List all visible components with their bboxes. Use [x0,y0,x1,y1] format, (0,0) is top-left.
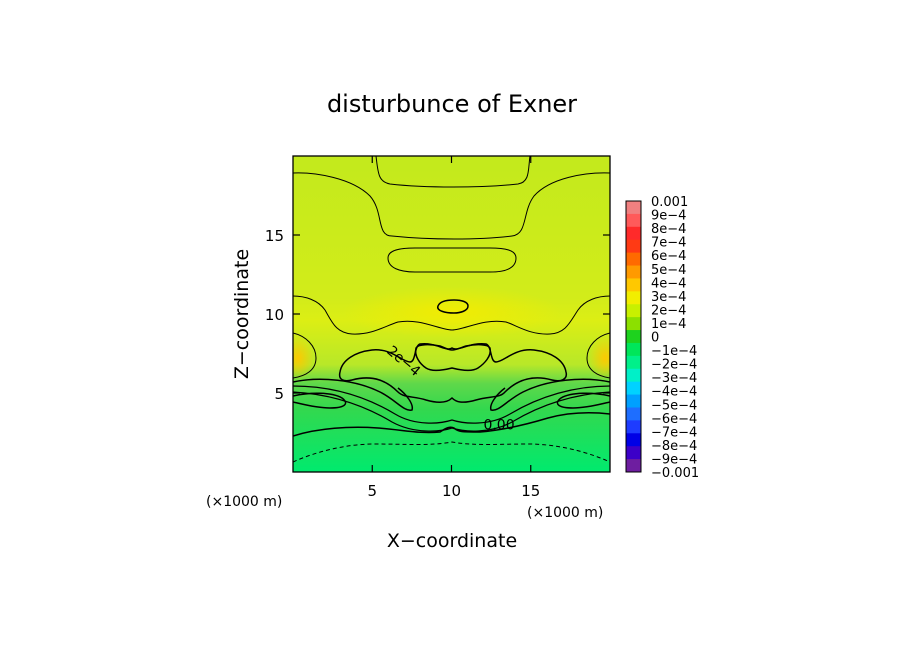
contour-line [293,332,317,379]
contour-line [437,299,469,314]
colorbar-swatch [626,459,641,473]
colorbar-label: −7e−4 [651,425,697,440]
warm-region-center [342,286,562,338]
x-unit-label: (×1000 m) [527,505,603,521]
colorbar-label: 4e−4 [651,276,686,291]
colorbar-swatch [626,304,641,318]
colorbar-swatch [626,394,641,408]
z-unit-label: (×1000 m) [206,494,282,510]
colorbar-swatch [626,342,641,357]
colorbar-label: −5e−4 [651,398,697,413]
chart-title: disturbunce of Exner [327,90,577,118]
colorbar-label: −1e−4 [651,344,697,359]
colorbar-label: −0.001 [651,466,699,481]
contour-label: 0.00 [483,417,514,433]
colorbar-label: 5e−4 [651,263,686,278]
y-axis-label: Z−coordinate [231,249,253,379]
colorbar-label: −9e−4 [651,452,697,467]
colorbar-swatch [626,278,641,292]
colorbar-label: −4e−4 [651,385,697,400]
contour-line [293,392,347,409]
colorbar-swatch [626,446,641,460]
colorbar-swatch [626,239,641,254]
colorbar-swatch [626,330,641,344]
x-axis-label: X−coordinate [387,530,517,552]
colorbar-label: 8e−4 [651,222,686,237]
colorbar-swatch [626,213,641,228]
y-axis-ticks: 5 10 15 [265,227,610,403]
y-tick-label: 5 [274,385,284,403]
colorbar-swatch [626,252,641,267]
colorbar: 0.0019e−48e−47e−46e−45e−44e−43e−42e−41e−… [625,195,699,481]
contour-line [293,412,610,437]
contour-line [556,392,610,409]
contour-line [375,156,531,188]
contour-line [293,172,610,240]
colorbar-label: 0.001 [651,195,688,210]
contour-line [489,378,610,411]
plot-area: 2e−40.00 [293,156,610,472]
warm-region-left [293,336,314,380]
colorbar-frame [625,200,642,473]
colorbar-swatch [626,317,641,331]
x-tick-label: 15 [521,482,540,500]
colorbar-label: −3e−4 [651,371,697,386]
colorbar-label: 3e−4 [651,290,686,305]
x-axis-ticks: 5 10 15 [367,156,540,500]
colorbar-label: 6e−4 [651,249,686,264]
contour-line [387,247,517,273]
colorbar-label: 2e−4 [651,303,686,318]
colorbar-swatch [626,226,641,241]
colorbar-swatch [626,381,641,396]
colorbar-swatch [626,265,641,279]
contour-line [414,343,492,372]
contour-line [293,295,610,335]
colorbar-label: 0 [651,331,659,346]
y-tick-label: 10 [265,306,284,324]
contour-line [586,332,610,379]
warm-region-right [589,336,610,380]
colorbar-swatch [626,355,641,370]
colorbar-label: −6e−4 [651,412,697,427]
colorbar-swatch [626,291,641,305]
y-tick-label: 15 [265,227,284,245]
x-tick-label: 10 [442,482,461,500]
colorbar-label: 7e−4 [651,236,686,251]
contour-lines [293,156,610,463]
colorbar-swatch [626,368,641,383]
colorbar-label: −2e−4 [651,358,697,373]
colorbar-swatch [626,433,641,447]
colorbar-swatch [626,201,641,215]
colorbar-label: 1e−4 [651,317,686,332]
colorbar-label: 9e−4 [651,209,686,224]
x-tick-label: 5 [367,482,377,500]
contour-line [293,378,414,411]
colorbar-label: −8e−4 [651,439,697,454]
contour-line [293,441,610,463]
contour-line [293,385,610,424]
colorbar-swatch [626,420,641,434]
colorbar-swatch [626,407,641,421]
